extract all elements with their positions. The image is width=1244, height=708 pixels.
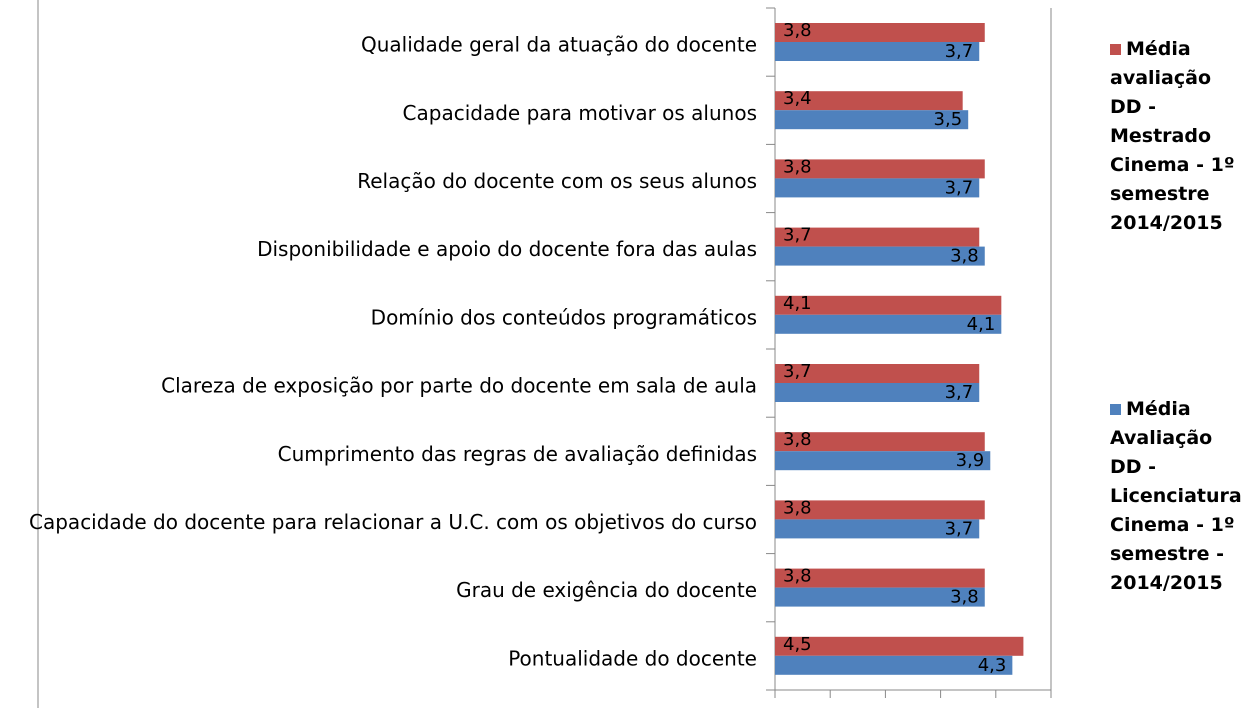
value-label: 3,7 (945, 41, 974, 62)
bar (775, 432, 985, 452)
x-tick-label: 4,0 (980, 707, 1012, 708)
bar (775, 587, 985, 607)
bar (775, 42, 980, 61)
value-label: 3,8 (783, 566, 812, 587)
x-tick-label: 2,0 (869, 707, 901, 708)
bar (775, 568, 985, 588)
category-label: Pontualidade do docente (508, 646, 757, 670)
legend-swatch (1110, 44, 1121, 55)
bar (775, 314, 1002, 334)
value-label: 3,8 (950, 246, 979, 267)
legend-label: Média avaliação DD - Mestrado Cinema - 1… (1110, 38, 1235, 234)
value-label: 3,8 (783, 156, 812, 177)
bar (775, 500, 985, 520)
value-label: 3,9 (956, 450, 985, 471)
value-label: 3,7 (945, 382, 974, 403)
category-label: Relação do docente com os seus alunos (357, 169, 757, 193)
bar (775, 227, 980, 247)
value-label: 4,5 (783, 634, 812, 655)
bar (775, 295, 1002, 315)
legend-item: Média Avaliação DD - Licenciatura Cinema… (1110, 395, 1242, 598)
value-label: 3,8 (783, 497, 812, 518)
legend-label: Média Avaliação DD - Licenciatura Cinema… (1110, 398, 1242, 594)
legend-item: Média avaliação DD - Mestrado Cinema - 1… (1110, 35, 1240, 238)
bar (775, 655, 1013, 675)
bar (775, 383, 980, 402)
value-label: 4,3 (978, 655, 1007, 676)
value-label: 3,7 (783, 225, 812, 246)
value-label: 3,5 (934, 109, 963, 130)
value-label: 4,1 (783, 293, 812, 314)
x-tick-label: 5,0 (1035, 707, 1067, 708)
bar (775, 636, 1024, 656)
bar (775, 178, 980, 198)
bar (775, 451, 991, 471)
value-label: 3,8 (950, 587, 979, 608)
category-label: Cumprimento das regras de avaliação defi… (278, 442, 757, 466)
bar (775, 110, 969, 130)
bar (775, 91, 963, 111)
bar (775, 364, 980, 383)
value-label: 3,8 (783, 429, 812, 450)
value-label: 3,7 (783, 361, 812, 382)
x-tick-label: 3,0 (925, 707, 957, 708)
value-label: 3,8 (783, 20, 812, 41)
x-tick-label: 1,0 (814, 707, 846, 708)
bar (775, 23, 985, 42)
category-label: Domínio dos conteúdos programáticos (371, 305, 757, 329)
category-label: Qualidade geral da atuação do docente (361, 33, 757, 57)
bar (775, 246, 985, 266)
legend-swatch (1110, 404, 1121, 415)
x-tick-label: 0,0 (759, 707, 791, 708)
category-label: Grau de exigência do docente (456, 578, 757, 602)
bar (775, 159, 985, 179)
value-label: 3,7 (945, 518, 974, 539)
bar (775, 519, 980, 539)
category-label: Disponibilidade e apoio do docente fora … (257, 237, 757, 261)
value-label: 3,4 (783, 88, 812, 109)
category-label: Capacidade para motivar os alunos (403, 101, 757, 125)
category-label: Clareza de exposição por parte do docent… (161, 374, 757, 398)
category-label: Capacidade do docente para relacionar a … (29, 510, 757, 534)
value-label: 4,1 (967, 314, 996, 335)
value-label: 3,7 (945, 177, 974, 198)
